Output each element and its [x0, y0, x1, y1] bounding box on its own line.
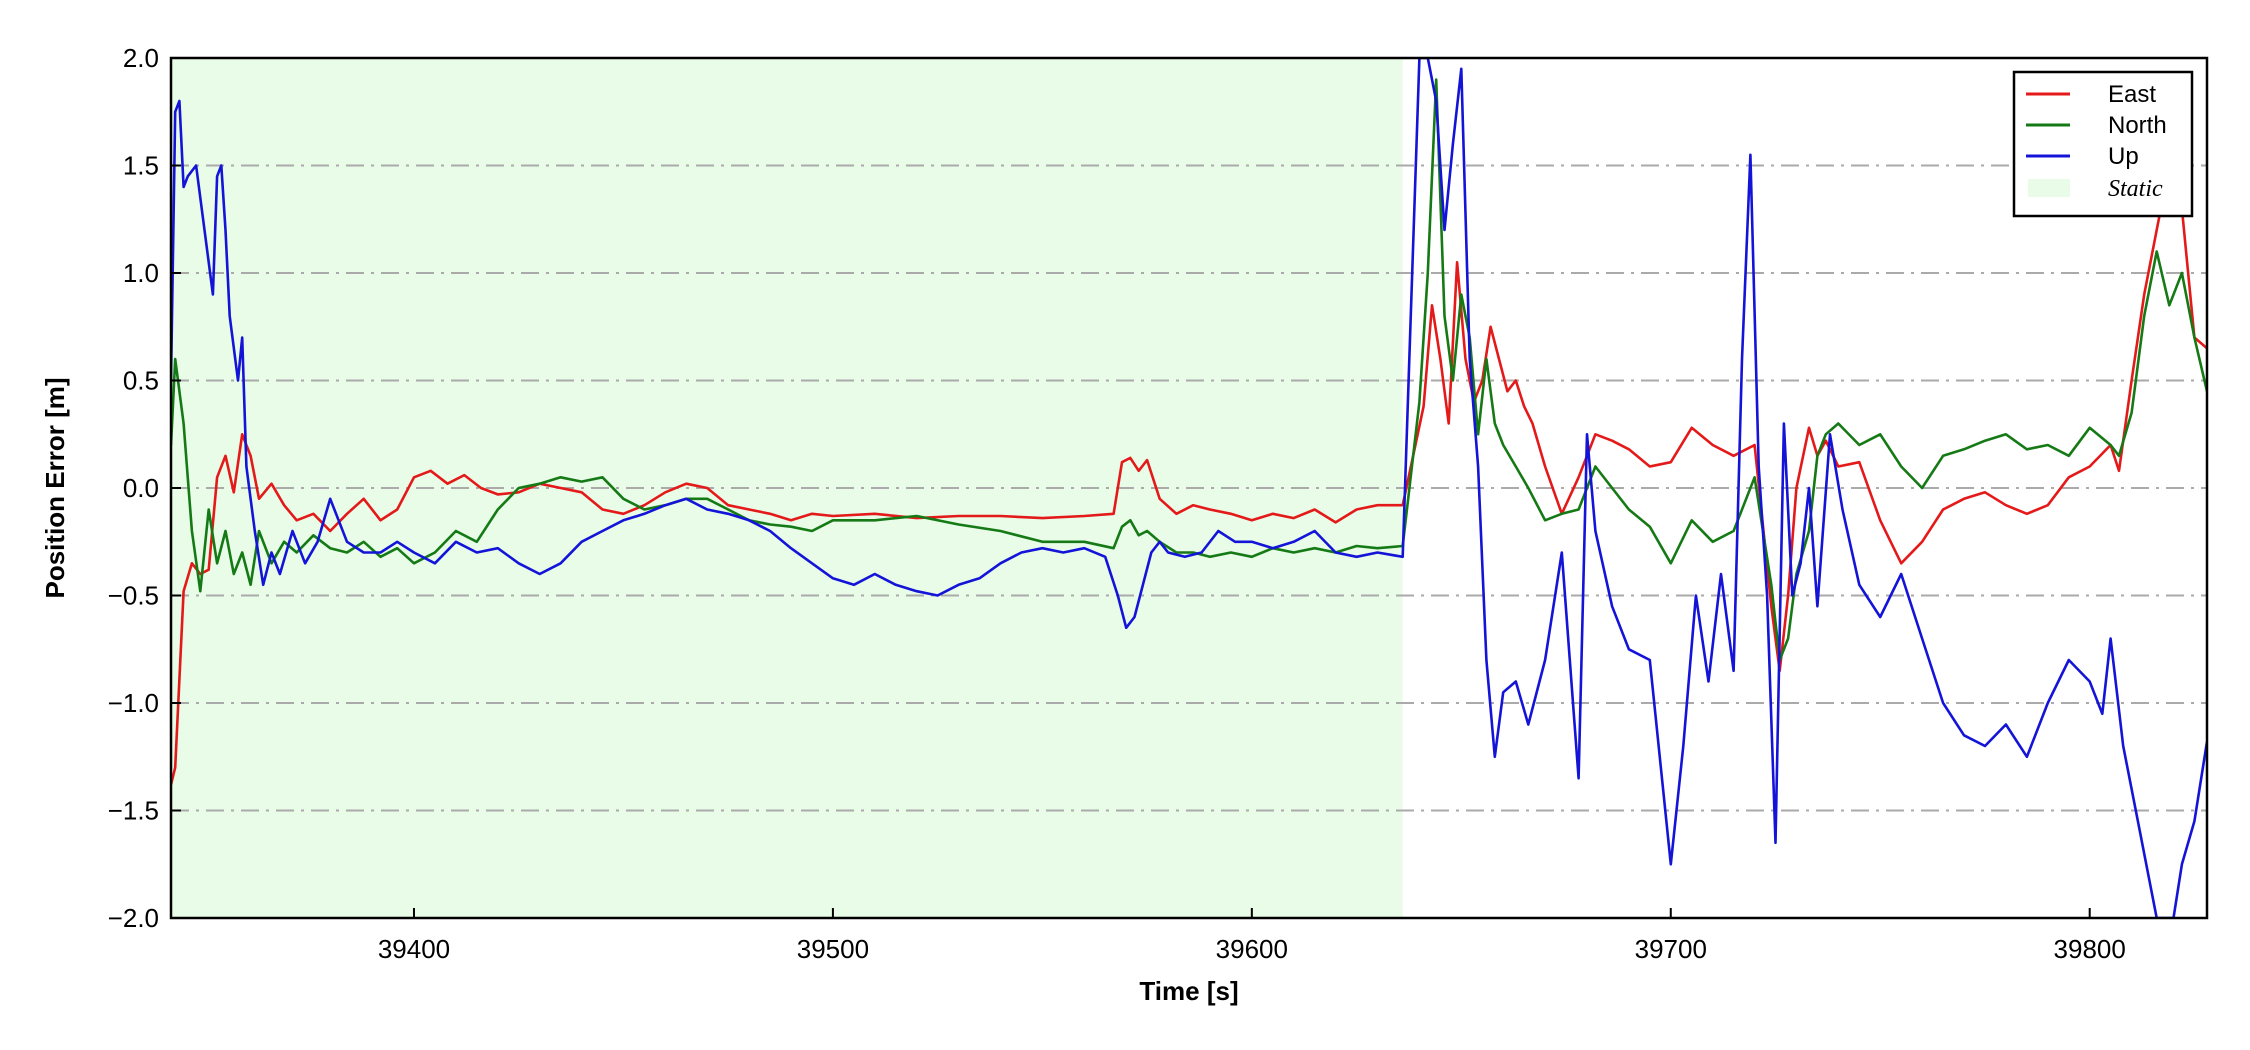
- legend-swatch-static: [2028, 179, 2070, 197]
- y-axis: −2.0 −1.5 −1.0 −0.5 0.0 0.5 1.0 1.5 2.0: [108, 43, 181, 933]
- legend-label-up: Up: [2108, 143, 2139, 170]
- series-lines: [171, 58, 2207, 918]
- x-tick-label: 39600: [1216, 934, 1288, 964]
- y-tick-label: −1.0: [108, 688, 159, 718]
- series-line-north: [171, 78, 2207, 662]
- x-tick-label: 39700: [1635, 934, 1707, 964]
- y-tick-label: 1.5: [123, 151, 159, 181]
- x-tick-label: 39500: [797, 934, 869, 964]
- legend-label-east: East: [2108, 81, 2156, 108]
- y-tick-label: 1.0: [123, 258, 159, 288]
- x-tick-label: 39400: [378, 934, 450, 964]
- x-tick-label: 39800: [2054, 934, 2126, 964]
- x-axis: 39400 39500 39600 39700 39800: [378, 908, 2126, 964]
- series-line-up: [171, 58, 2207, 918]
- y-tick-label: 0.5: [123, 366, 159, 396]
- y-tick-label: −2.0: [108, 903, 159, 933]
- series-line-east: [171, 164, 2207, 786]
- legend-label-static: Static: [2108, 176, 2163, 202]
- x-axis-title: Time [s]: [1139, 976, 1238, 1006]
- y-tick-label: −0.5: [108, 581, 159, 611]
- y-tick-label: 0.0: [123, 473, 159, 503]
- y-tick-label: 2.0: [123, 43, 159, 73]
- y-tick-label: −1.5: [108, 796, 159, 826]
- legend: East North Up Static: [2012, 70, 2194, 218]
- y-axis-title: Position Error [m]: [40, 377, 70, 598]
- legend-label-north: North: [2108, 112, 2167, 139]
